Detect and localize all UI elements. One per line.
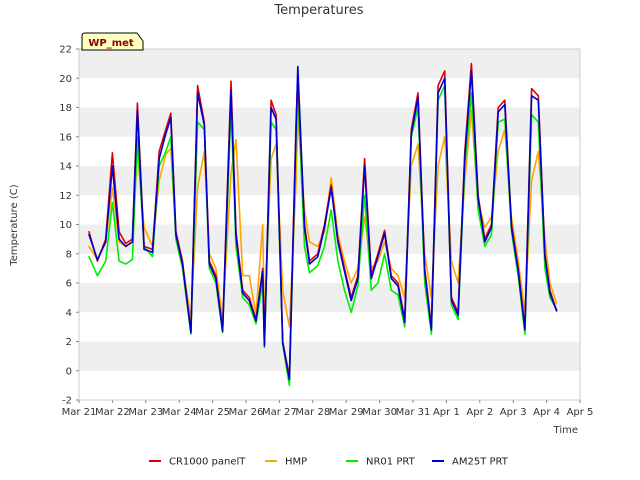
y-tick-label: 12	[59, 191, 72, 202]
x-tick-label: Mar 29	[329, 407, 364, 418]
x-tick-label: Apr 3	[500, 407, 527, 418]
x-tick-label: Mar 31	[396, 407, 431, 418]
y-tick-label: 16	[59, 132, 72, 143]
chart-title: Temperatures	[273, 3, 363, 18]
x-tick-label: Apr 1	[433, 407, 460, 418]
x-tick-label: Apr 5	[567, 407, 594, 418]
y-tick-label: 20	[59, 74, 72, 85]
series-line-nr01-prt	[88, 84, 558, 387]
y-tick-label: -2	[62, 396, 72, 407]
series-line-am25t-prt	[88, 65, 558, 381]
series-lines	[88, 62, 558, 387]
y-tick-label: 6	[66, 279, 72, 290]
x-axis-title: Time	[553, 425, 578, 436]
legend-label: AM25T PRT	[452, 457, 509, 468]
x-tick-label: Mar 28	[295, 407, 330, 418]
station-badge: WP_met	[81, 32, 144, 51]
grid-band	[79, 224, 580, 254]
grid-band	[79, 283, 580, 313]
x-tick-label: Apr 2	[466, 407, 493, 418]
y-tick-label: 10	[59, 220, 72, 231]
legend-label: CR1000 panelT	[169, 457, 246, 468]
x-tick-label: Mar 23	[128, 407, 163, 418]
chart-legend: CR1000 panelT HMP NR01 PRT AM25T PRT	[149, 457, 509, 468]
x-tick-label: Mar 26	[229, 407, 264, 418]
x-tick-label: Mar 21	[62, 407, 97, 418]
y-axis-ticks: -2 0 2 4 6 8 10 12 14 16 18 20 22	[59, 45, 79, 407]
x-tick-label: Mar 27	[262, 407, 297, 418]
x-tick-label: Apr 4	[533, 407, 560, 418]
y-tick-label: 14	[59, 162, 72, 173]
x-tick-label: Mar 25	[195, 407, 230, 418]
grid-band	[79, 341, 580, 371]
y-tick-label: 8	[66, 249, 72, 260]
badge-label: WP_met	[88, 38, 134, 49]
y-tick-label: 0	[66, 366, 72, 377]
x-tick-label: Mar 24	[162, 407, 197, 418]
x-tick-label: Mar 22	[95, 407, 130, 418]
y-tick-label: 18	[59, 103, 72, 114]
grid-band	[79, 49, 580, 79]
x-tick-label: Mar 30	[362, 407, 397, 418]
y-axis-title: Temperature (C)	[9, 184, 20, 266]
legend-label: NR01 PRT	[366, 457, 416, 468]
y-tick-label: 2	[66, 337, 72, 348]
legend-label: HMP	[285, 457, 307, 468]
y-tick-label: 4	[66, 308, 72, 319]
background-bands	[79, 49, 580, 371]
y-tick-label: 22	[59, 45, 72, 56]
badge-background	[81, 32, 144, 51]
